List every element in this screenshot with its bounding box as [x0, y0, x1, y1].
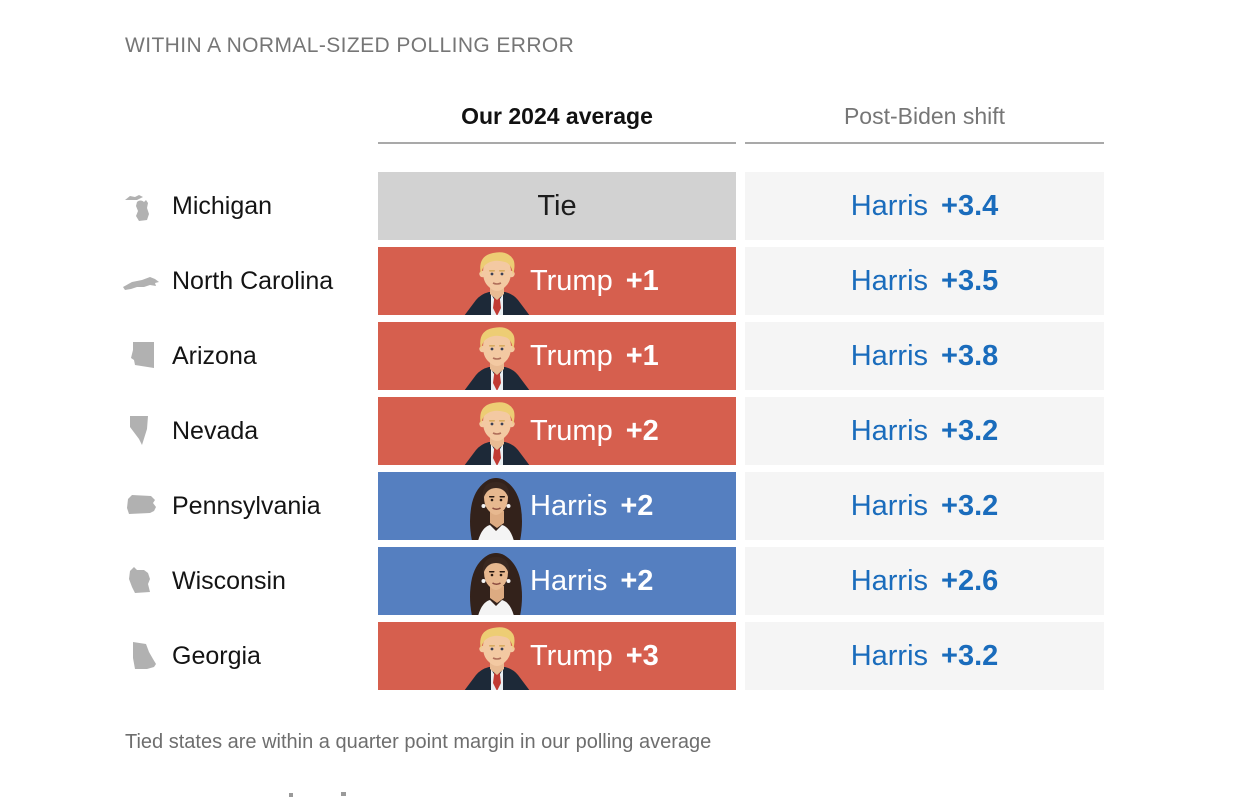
- trump-portrait: [448, 625, 546, 690]
- shift-candidate-name: Harris: [850, 564, 929, 597]
- state-label: Michigan: [172, 191, 273, 220]
- shift-value: +3.5: [941, 264, 999, 297]
- average-cell-trump: Trump +1: [378, 322, 736, 390]
- shift-candidate-name: Harris: [850, 264, 929, 297]
- section-heading: WITHIN A NORMAL-SIZED POLLING ERROR: [125, 34, 575, 57]
- shift-value: +3.4: [941, 189, 999, 222]
- north-carolina-state-icon: [123, 277, 159, 290]
- candidate-name: Trump: [530, 264, 613, 297]
- margin-value: +2: [625, 414, 659, 447]
- shift-candidate-name: Harris: [850, 414, 929, 447]
- table-row: North Carolina Trump +1 Harris +3.5: [0, 247, 1245, 315]
- state-label: Wisconsin: [172, 566, 286, 595]
- state-label: Arizona: [172, 341, 257, 370]
- average-cell-trump: Trump +1: [378, 247, 736, 315]
- shift-cell: Harris +2.6: [745, 547, 1104, 615]
- state-label: Pennsylvania: [172, 491, 321, 520]
- margin-value: +1: [625, 339, 659, 372]
- average-result-text: Harris +2: [530, 472, 653, 540]
- margin-value: +2: [620, 564, 654, 597]
- trump-portrait: [448, 250, 546, 315]
- average-cell-harris: Harris +2: [378, 472, 736, 540]
- average-result-text: Trump +2: [530, 397, 659, 465]
- state-label: Nevada: [172, 416, 259, 445]
- tie-label: Tie: [537, 189, 577, 222]
- column-header-post-biden-shift: Post-Biden shift: [843, 102, 1006, 129]
- shift-value: +2.6: [941, 564, 999, 597]
- average-cell-harris: Harris +2: [378, 547, 736, 615]
- table-row: Wisconsin Harris +2 Harris +2.6: [0, 547, 1245, 615]
- margin-value: +2: [620, 489, 654, 522]
- wisconsin-state-icon: [129, 567, 150, 593]
- harris-portrait: [448, 475, 546, 540]
- footnote: Tied states are within a quarter point m…: [125, 731, 712, 753]
- margin-value: +3: [625, 639, 659, 672]
- table-row: Nevada Trump +2 Harris +3.2: [0, 397, 1245, 465]
- trump-portrait: [448, 325, 546, 390]
- average-cell-trump: Trump +2: [378, 397, 736, 465]
- shift-cell: Harris +3.2: [745, 397, 1104, 465]
- trump-portrait: [448, 400, 546, 465]
- shift-cell: Harris +3.5: [745, 247, 1104, 315]
- margin-value: +1: [625, 264, 659, 297]
- clipped-text-fragment: [289, 793, 293, 797]
- shift-candidate-name: Harris: [850, 639, 929, 672]
- shift-cell: Harris +3.2: [745, 622, 1104, 690]
- shift-candidate-name: Harris: [850, 489, 929, 522]
- shift-candidate-name: Harris: [850, 339, 929, 372]
- shift-candidate-name: Harris: [850, 189, 929, 222]
- candidate-name: Trump: [530, 339, 613, 372]
- candidate-name: Harris: [530, 489, 608, 522]
- average-result-text: Trump +1: [530, 247, 659, 315]
- table-row: Michigan Tie Harris +3.4: [0, 172, 1245, 240]
- table-row: Georgia Trump +3 Harris +3.2: [0, 622, 1245, 690]
- harris-portrait: [448, 550, 546, 615]
- clipped-text-fragment: [341, 792, 346, 796]
- shift-value: +3.2: [941, 639, 999, 672]
- shift-cell: Harris +3.2: [745, 472, 1104, 540]
- column-header-2024-average: Our 2024 average: [461, 102, 653, 129]
- georgia-state-icon: [133, 642, 156, 669]
- average-result-text: Trump +3: [530, 622, 659, 690]
- table-row: Arizona Trump +1 Harris +3.8: [0, 322, 1245, 390]
- average-cell-tie: Tie: [378, 172, 736, 240]
- table-row: Pennsylvania Harris +2 Harris +3.2: [0, 472, 1245, 540]
- michigan-state-icon: [125, 195, 149, 221]
- shift-cell: Harris +3.8: [745, 322, 1104, 390]
- shift-value: +3.2: [941, 414, 999, 447]
- candidate-name: Trump: [530, 639, 613, 672]
- average-result-text: Trump +1: [530, 322, 659, 390]
- average-column-underline: [378, 142, 736, 144]
- state-label: Georgia: [172, 641, 261, 670]
- candidate-name: Trump: [530, 414, 613, 447]
- arizona-state-icon: [131, 342, 154, 368]
- shift-value: +3.8: [941, 339, 999, 372]
- state-label: North Carolina: [172, 266, 334, 295]
- candidate-name: Harris: [530, 564, 608, 597]
- nevada-state-icon: [130, 416, 148, 445]
- shift-cell: Harris +3.4: [745, 172, 1104, 240]
- shift-column-underline: [745, 142, 1104, 144]
- average-cell-trump: Trump +3: [378, 622, 736, 690]
- average-result-text: Harris +2: [530, 547, 653, 615]
- pennsylvania-state-icon: [127, 495, 156, 514]
- shift-value: +3.2: [941, 489, 999, 522]
